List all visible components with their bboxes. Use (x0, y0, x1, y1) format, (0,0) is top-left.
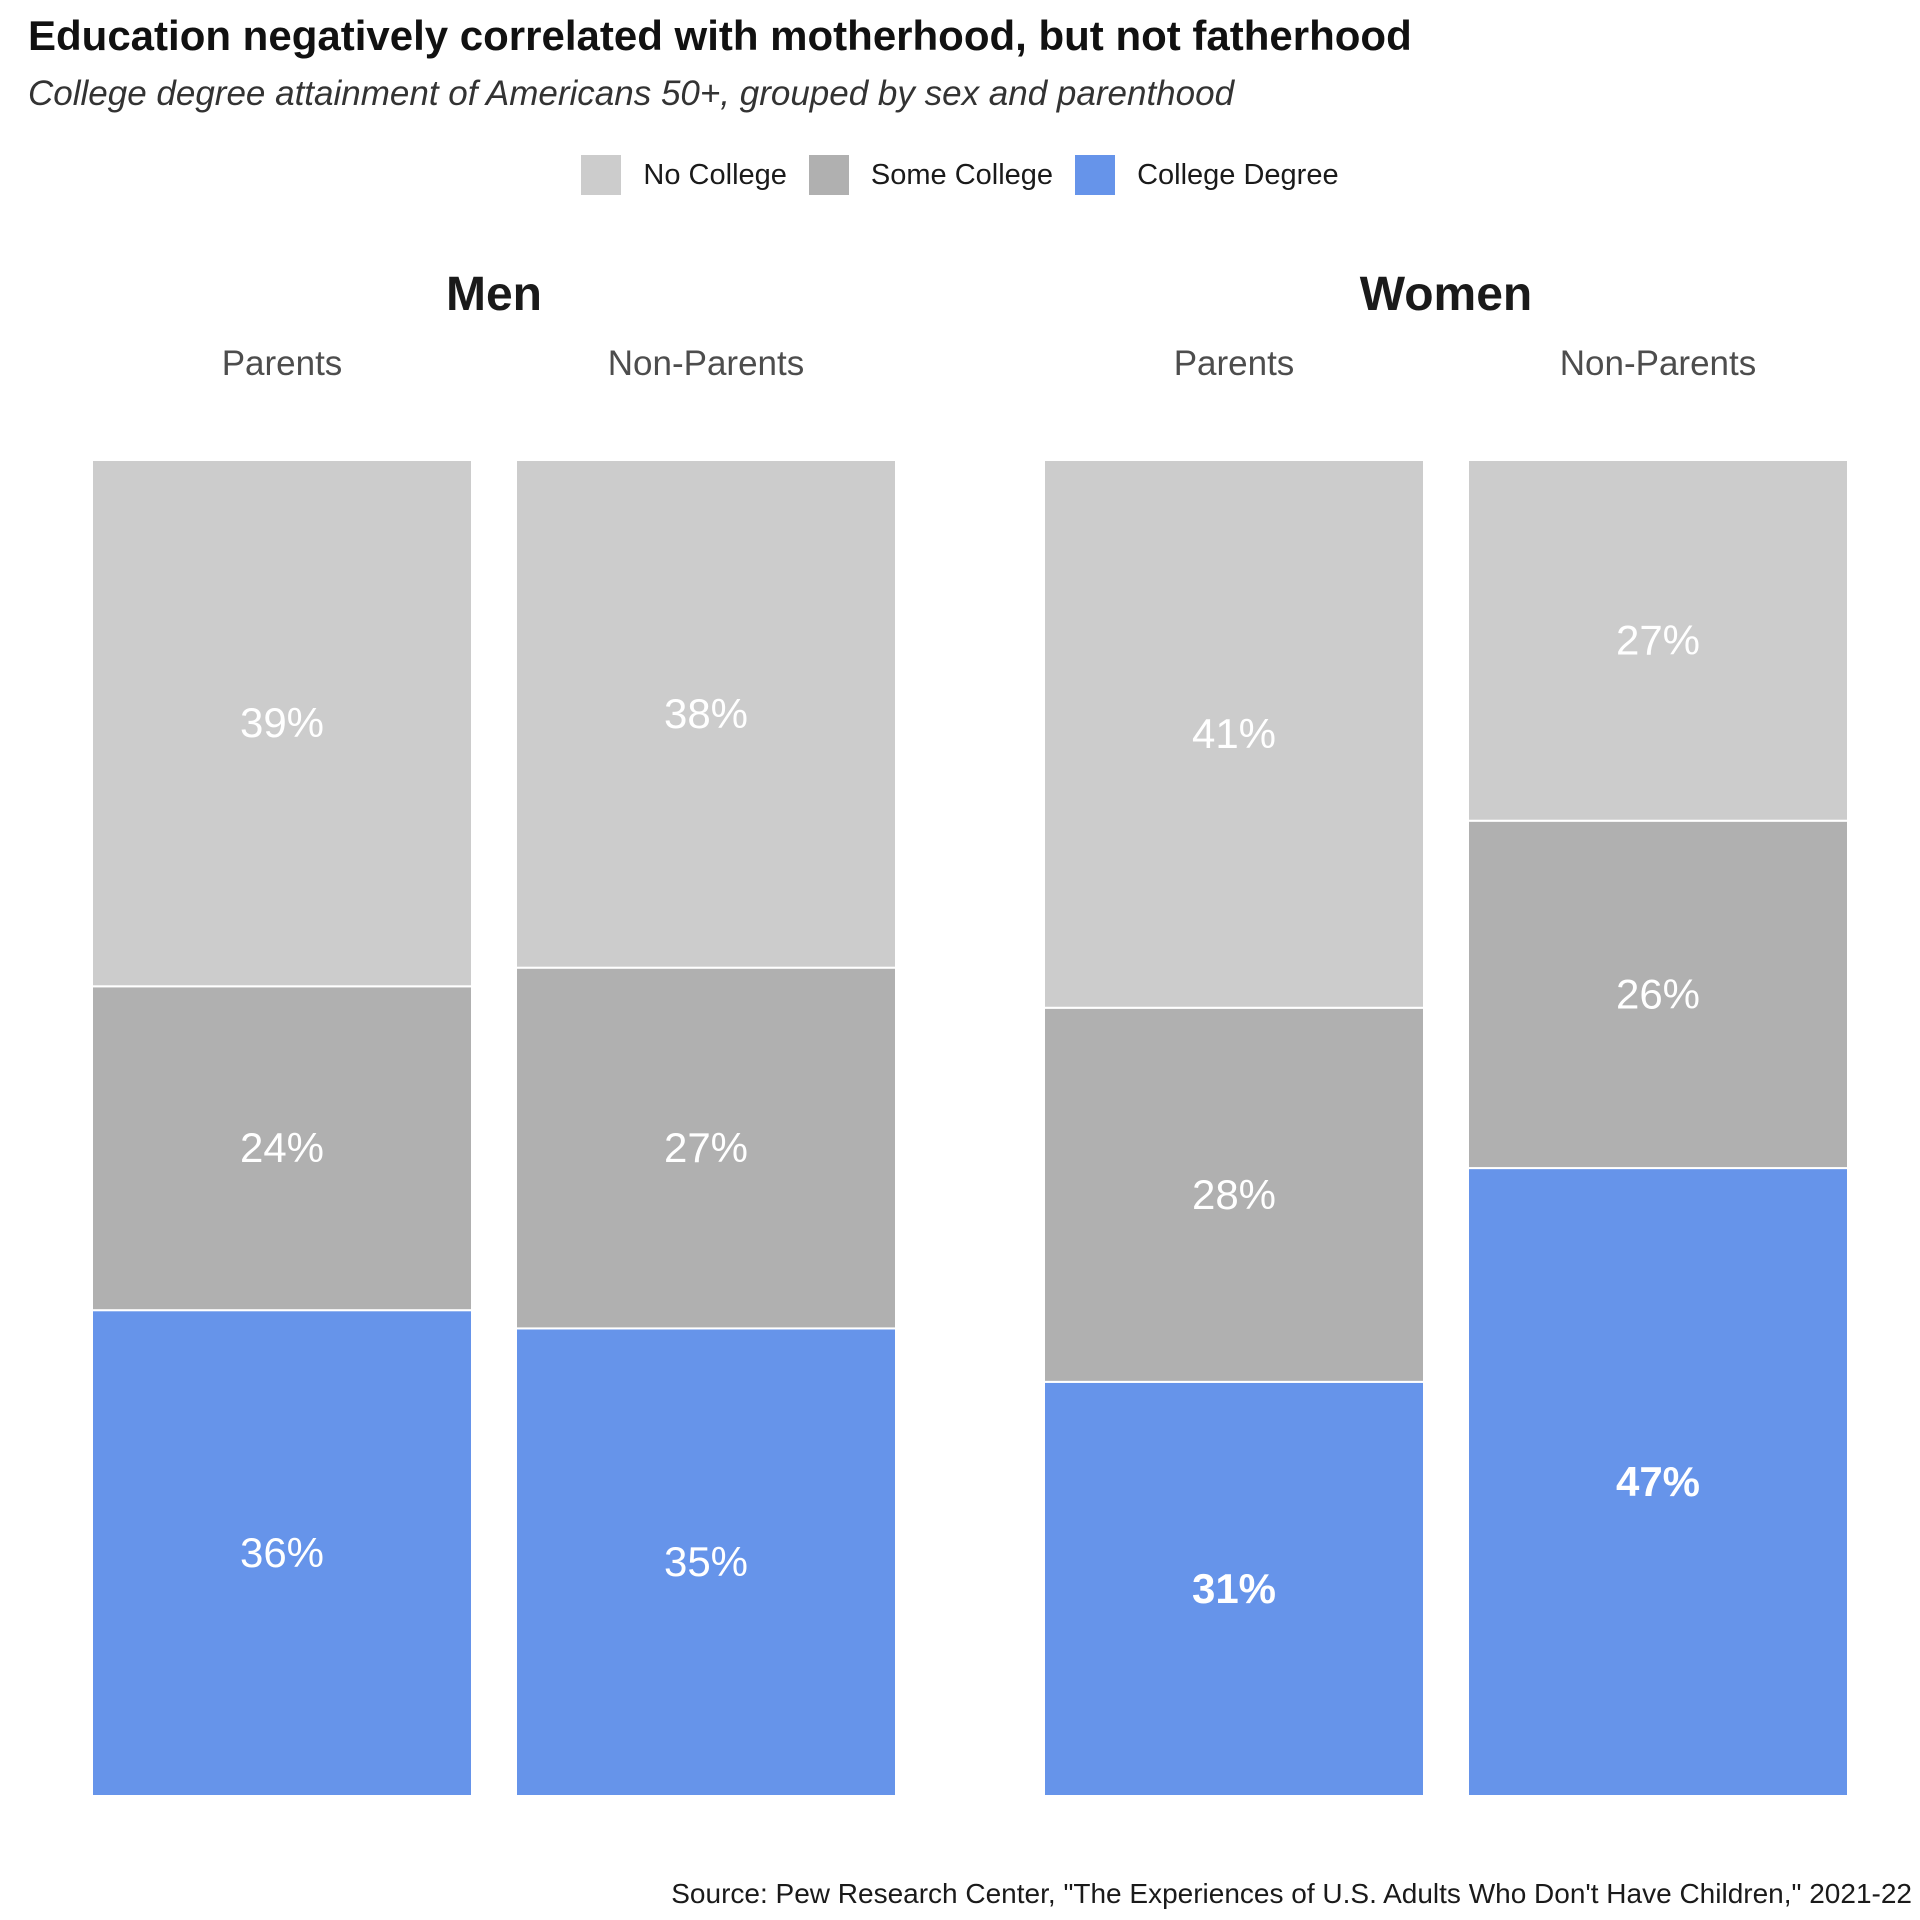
category-label-men-parents: Parents (222, 344, 343, 383)
data-label-women-non-parents-no-college: 27% (1616, 616, 1700, 663)
legend-item-no-college: No College (581, 155, 787, 195)
legend-label-some-college: Some College (870, 158, 1054, 191)
category-label-women-parents: Parents (1174, 344, 1295, 383)
bar-segment-women-non-parents-no-college (1467, 459, 1849, 822)
data-label-men-parents-some-college: 24% (240, 1124, 324, 1171)
data-label-women-parents-some-college: 28% (1192, 1171, 1276, 1218)
panel-title-men: Men (446, 268, 542, 321)
bar-segment-women-parents-no-college (1043, 459, 1425, 1009)
data-label-men-parents-college-degree: 36% (240, 1529, 324, 1576)
data-label-women-non-parents-college-degree: 47% (1616, 1458, 1700, 1505)
panel-title-women: Women (1360, 268, 1532, 321)
bar-segment-men-non-parents-college-degree (515, 1327, 897, 1798)
bar-segment-men-parents-no-college (91, 459, 473, 988)
legend-label-college-degree: College Degree (1137, 158, 1339, 191)
category-label-women-non-parents: Non-Parents (1560, 344, 1756, 383)
legend: No College Some College College Degree (0, 155, 1920, 195)
legend-item-college-degree: College Degree (1075, 155, 1339, 195)
legend-label-no-college: No College (643, 158, 787, 191)
data-label-men-non-parents-no-college: 38% (664, 690, 748, 737)
data-label-men-parents-no-college: 39% (240, 699, 324, 746)
bar-segment-men-non-parents-some-college (515, 966, 897, 1330)
bar-segment-men-parents-college-degree (91, 1309, 473, 1797)
category-label-men-non-parents: Non-Parents (608, 344, 804, 383)
legend-swatch-some-college (808, 155, 849, 195)
source-note: Source: Pew Research Center, "The Experi… (671, 1878, 1912, 1909)
data-label-men-non-parents-college-degree: 35% (664, 1538, 748, 1585)
data-label-men-non-parents-some-college: 27% (664, 1124, 748, 1171)
bar-segment-women-parents-college-degree (1043, 1380, 1425, 1797)
data-label-women-parents-no-college: 41% (1192, 710, 1276, 757)
bar-segment-women-parents-some-college (1043, 1006, 1425, 1383)
bar-segment-women-non-parents-some-college (1467, 819, 1849, 1170)
legend-item-some-college: Some College (808, 155, 1054, 195)
chart-title: Education negatively correlated with mot… (28, 12, 1412, 59)
bar-segment-women-non-parents-college-degree (1467, 1167, 1849, 1797)
legend-swatch-college-degree (1075, 155, 1116, 195)
data-label-women-non-parents-some-college: 26% (1616, 970, 1700, 1017)
bar-segment-men-parents-some-college (91, 985, 473, 1312)
legend-swatch-no-college (581, 155, 622, 195)
chart-subtitle: College degree attainment of Americans 5… (28, 74, 1235, 113)
bar-segment-men-non-parents-no-college (515, 459, 897, 969)
data-label-women-parents-college-degree: 31% (1192, 1565, 1276, 1612)
